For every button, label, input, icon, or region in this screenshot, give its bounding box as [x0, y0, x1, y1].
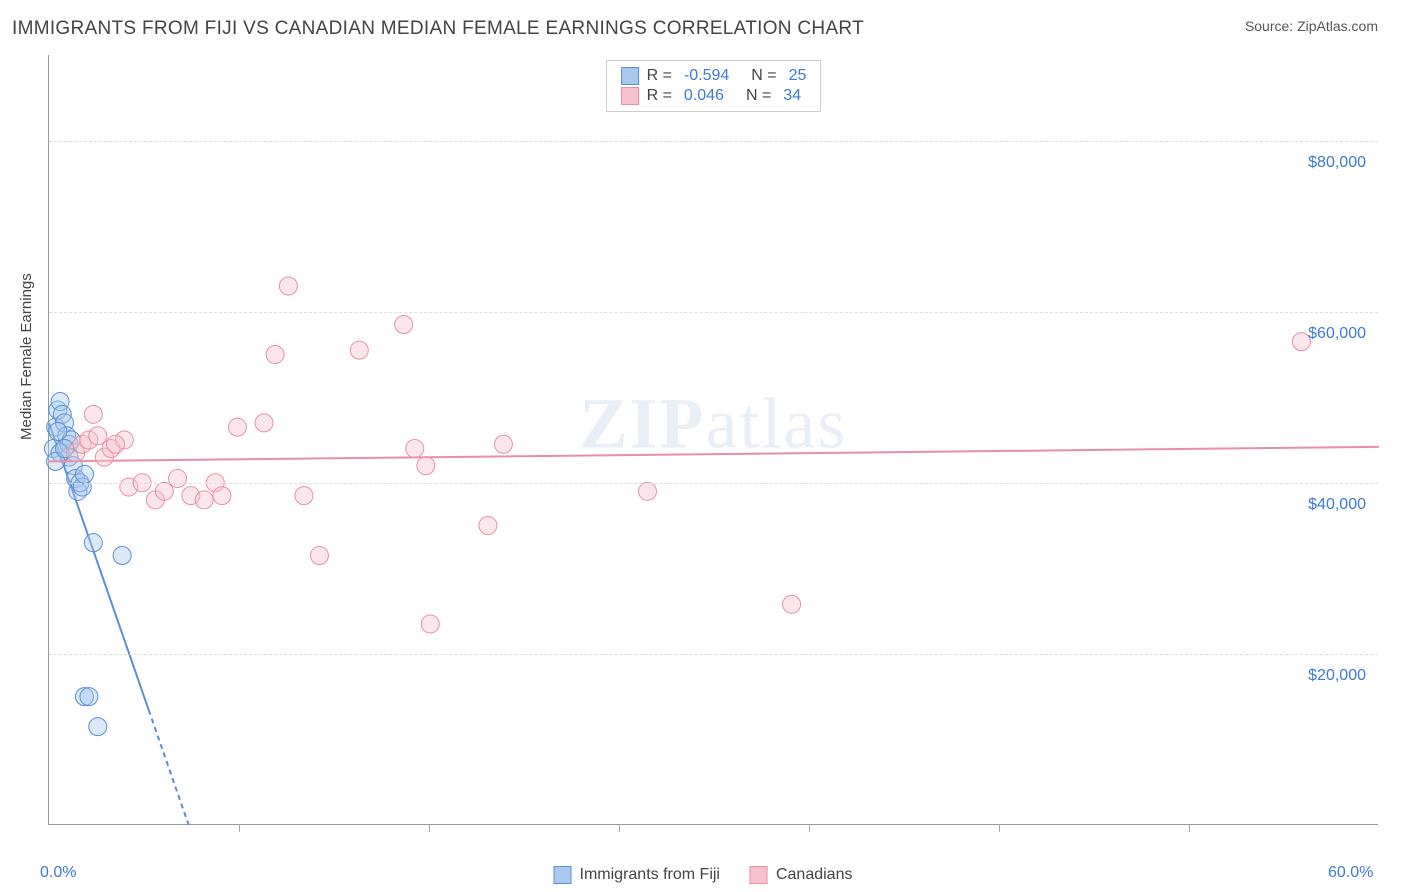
data-point [350, 341, 368, 359]
data-point [84, 534, 102, 552]
y-axis-label: Median Female Earnings [18, 273, 35, 440]
legend-swatch [621, 67, 639, 85]
legend-row: R = 0.046 N = 34 [621, 87, 807, 105]
data-point [80, 688, 98, 706]
data-point [107, 435, 125, 453]
data-point [113, 547, 131, 565]
x-tick-mark [429, 824, 430, 832]
data-point [494, 435, 512, 453]
data-point [395, 316, 413, 334]
x-tick-mark [239, 824, 240, 832]
data-point [406, 440, 424, 458]
x-tick-mark [1189, 824, 1190, 832]
data-point [421, 615, 439, 633]
x-tick-mark [809, 824, 810, 832]
legend-r-label: R = [647, 67, 672, 85]
correlation-legend: R = -0.594 N = 25 R = 0.046 N = 34 [606, 60, 822, 112]
data-point [155, 482, 173, 500]
legend-r-value: -0.594 [684, 67, 729, 85]
legend-item: Immigrants from Fiji [554, 866, 720, 884]
data-point [169, 470, 187, 488]
data-point [479, 517, 497, 535]
legend-row: R = -0.594 N = 25 [621, 67, 807, 85]
scatter-svg [49, 55, 1378, 824]
data-point [89, 718, 107, 736]
legend-n-value: 25 [789, 67, 807, 85]
legend-r-label: R = [647, 87, 672, 105]
data-point [266, 345, 284, 363]
legend-swatch [750, 866, 768, 884]
y-tick-label: $20,000 [1308, 667, 1366, 685]
data-point [310, 547, 328, 565]
legend-series-name: Immigrants from Fiji [580, 866, 720, 884]
legend-n-label: N = [746, 87, 771, 105]
legend-item: Canadians [750, 866, 853, 884]
chart-title: IMMIGRANTS FROM FIJI VS CANADIAN MEDIAN … [12, 18, 864, 40]
series-legend: Immigrants from Fiji Canadians [554, 866, 853, 884]
data-point [213, 487, 231, 505]
legend-n-label: N = [751, 67, 776, 85]
data-point [228, 418, 246, 436]
x-tick-label: 0.0% [40, 864, 76, 882]
chart-plot-area: ZIPatlas R =-0.594N =25R =0.046N =34 $20… [48, 55, 1378, 825]
data-point [84, 405, 102, 423]
gridline [49, 312, 1378, 313]
gridline [49, 654, 1378, 655]
gridline [49, 483, 1378, 484]
legend-r-value: 0.046 [684, 87, 724, 105]
data-point [195, 491, 213, 509]
x-tick-mark [999, 824, 1000, 832]
source-label: Source: ZipAtlas.com [1245, 18, 1378, 34]
legend-n-value: 34 [783, 87, 801, 105]
y-tick-label: $60,000 [1308, 325, 1366, 343]
data-point [417, 457, 435, 475]
legend-swatch [621, 87, 639, 105]
data-point [255, 414, 273, 432]
data-point [75, 465, 93, 483]
y-tick-label: $80,000 [1308, 154, 1366, 172]
data-point [279, 277, 297, 295]
data-point [639, 482, 657, 500]
x-tick-label: 60.0% [1328, 864, 1373, 882]
legend-swatch [554, 866, 572, 884]
y-tick-label: $40,000 [1308, 496, 1366, 514]
x-tick-mark [619, 824, 620, 832]
data-point [89, 427, 107, 445]
data-point [783, 595, 801, 613]
data-point [49, 422, 67, 440]
gridline [49, 141, 1378, 142]
legend-series-name: Canadians [776, 866, 853, 884]
data-point [295, 487, 313, 505]
